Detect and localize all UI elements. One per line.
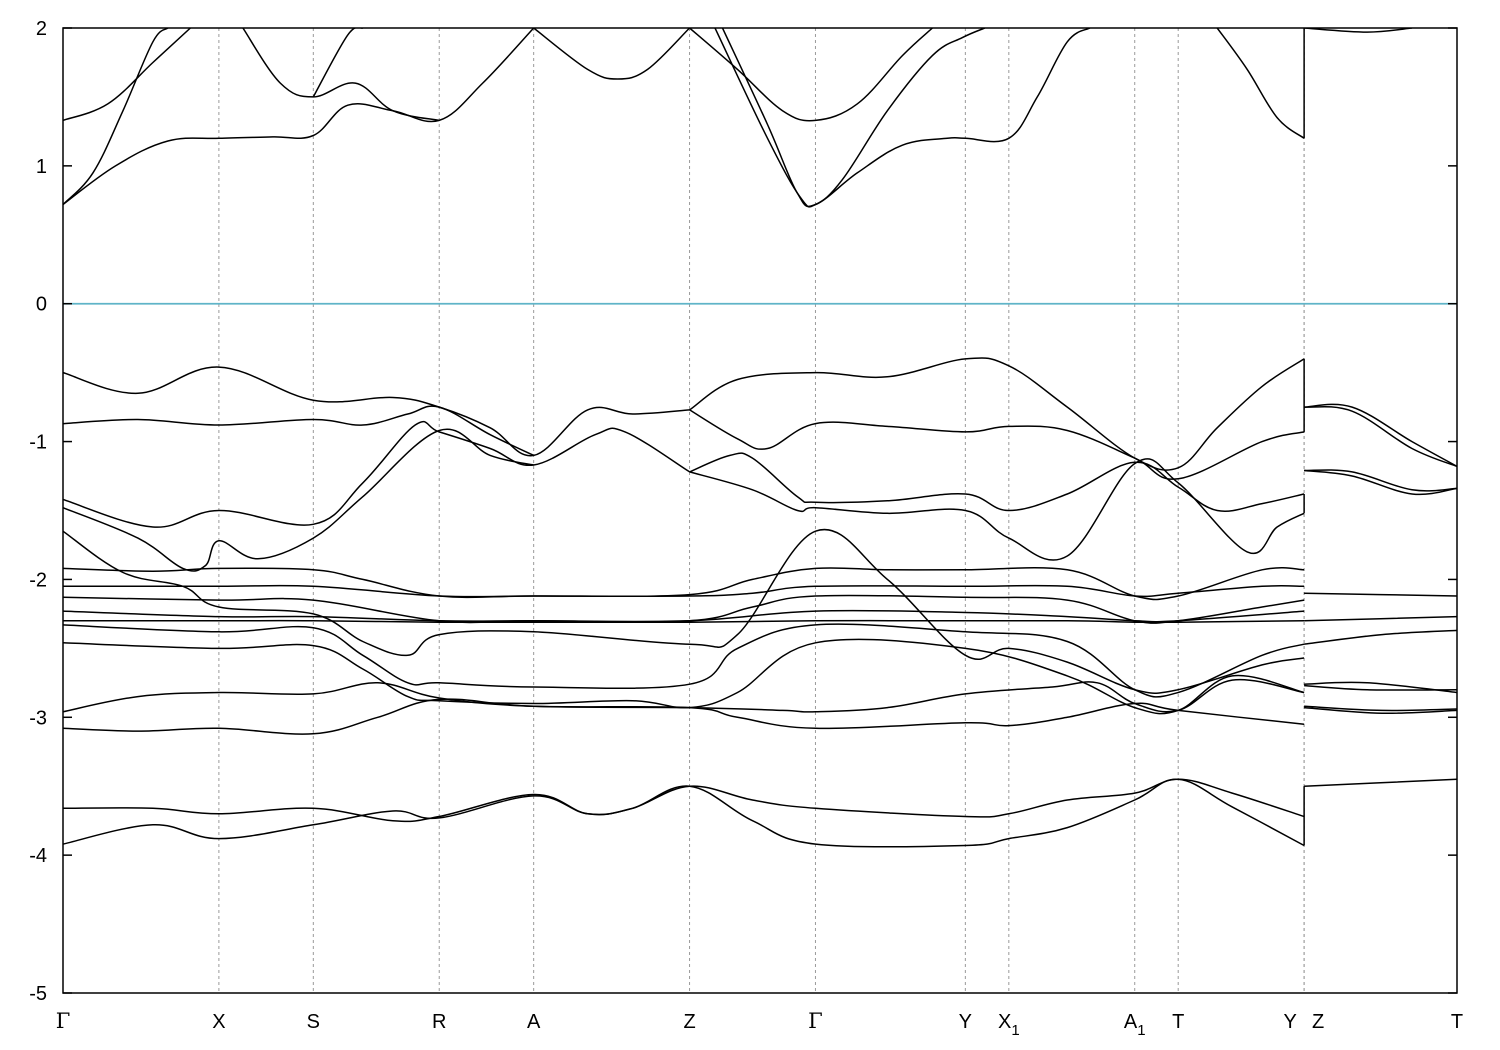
- band-line-16: [689, 452, 1305, 512]
- x-tick-label-13: T: [1451, 1011, 1463, 1033]
- y-tick-label-6: 1: [36, 156, 47, 178]
- band-line-32: [1304, 469, 1457, 496]
- x-tick-label-5: Z: [683, 1011, 695, 1033]
- band-line-33: [1304, 469, 1457, 492]
- band-line-15: [689, 409, 1305, 480]
- x-tick-label-2: S: [307, 1011, 320, 1033]
- y-tick-label-5: 0: [36, 294, 47, 316]
- y-tick-label-2: -3: [29, 707, 47, 729]
- band-line-30: [1304, 405, 1457, 468]
- band-line-6: [689, 28, 933, 122]
- band-line-12: [63, 420, 690, 528]
- x-tick-label-3: R: [432, 1011, 446, 1033]
- y-tick-label-0: -5: [29, 983, 47, 1005]
- band-line-38: [1304, 684, 1457, 691]
- band-line-17: [689, 458, 1305, 561]
- band-line-19: [63, 566, 1305, 601]
- band-line-21: [63, 594, 1305, 624]
- band-line-42: [1304, 28, 1413, 33]
- x-tick-label-0: Γ: [56, 1009, 71, 1033]
- band-line-10: [63, 366, 690, 457]
- x-tick-label-9: A1: [1124, 1011, 1146, 1039]
- band-line-14: [689, 357, 1305, 471]
- band-line-41: [1304, 778, 1457, 787]
- band-line-35: [1304, 615, 1457, 622]
- band-line-20: [63, 584, 1305, 598]
- x-tick-label-1: X: [212, 1011, 225, 1033]
- band-line-23: [63, 619, 1305, 624]
- band-line-9: [1216, 28, 1305, 139]
- band-line-27: [63, 698, 1305, 735]
- x-tick-label-10: T: [1172, 1011, 1184, 1033]
- band-line-3: [242, 28, 440, 122]
- y-axis-ticks: -5 -4 -3 -2 -1 0 1 2: [29, 18, 1457, 1005]
- x-tick-label-12: Z: [1312, 1011, 1324, 1033]
- band-series: [63, 28, 1457, 848]
- band-line-5: [533, 28, 691, 80]
- y-tick-label-4: -1: [29, 432, 47, 454]
- band-line-29: [63, 778, 1305, 848]
- x-tick-label-4: A: [527, 1011, 541, 1033]
- band-line-1: [63, 28, 169, 206]
- x-axis-labels: Γ X S R A Z Γ Y X1 A1 T Y Z T: [56, 1009, 1463, 1039]
- band-line-11: [63, 405, 535, 457]
- band-line-24: [63, 623, 1305, 698]
- band-line-7: [721, 28, 1091, 208]
- kpoint-gridlines: [218, 28, 1305, 993]
- band-line-18: [63, 528, 1305, 695]
- band-line-34: [1304, 592, 1457, 597]
- y-tick-label-1: -4: [29, 845, 47, 867]
- band-line-4: [312, 28, 364, 98]
- band-line-40: [1304, 705, 1457, 712]
- band-line-39: [1304, 706, 1457, 714]
- band-line-13: [63, 428, 534, 572]
- band-line-0: [63, 28, 535, 206]
- x-tick-label-11: Y: [1283, 1011, 1296, 1033]
- band-line-8: [714, 28, 986, 208]
- x-tick-label-6: Γ: [808, 1009, 823, 1033]
- x-tick-label-7: Y: [959, 1011, 972, 1033]
- band-line-31: [1304, 403, 1457, 468]
- x-tick-label-8: X1: [998, 1011, 1020, 1039]
- plot-frame: [62, 27, 1458, 994]
- y-tick-label-3: -2: [29, 569, 47, 591]
- band-line-25: [63, 638, 1305, 715]
- y-tick-label-7: 2: [36, 18, 47, 40]
- band-line-22: [63, 609, 1305, 623]
- band-line-2: [63, 28, 191, 122]
- band-line-36: [1304, 629, 1457, 645]
